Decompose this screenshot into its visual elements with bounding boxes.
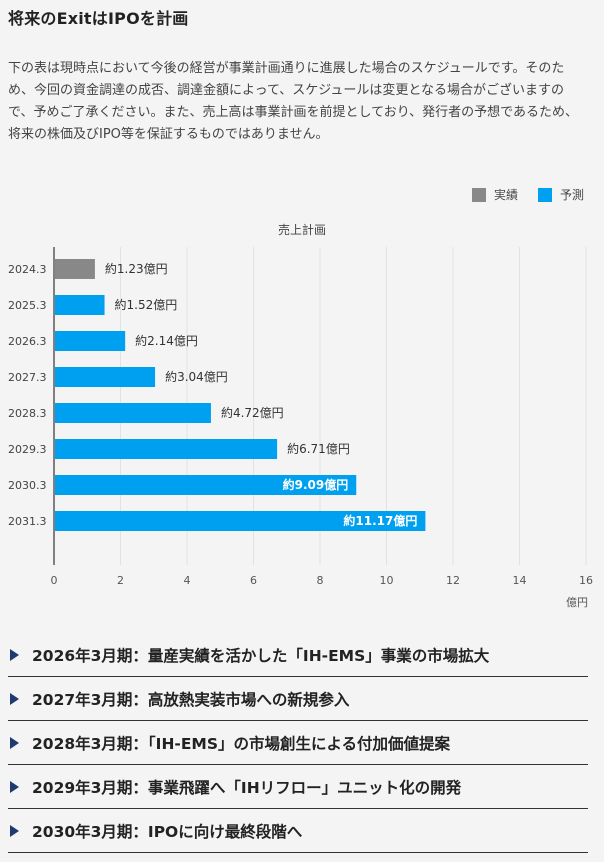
y-tick-label: 2031.3 bbox=[8, 515, 47, 528]
y-tick-label: 2028.3 bbox=[8, 407, 47, 420]
y-tick-label: 2025.3 bbox=[8, 299, 47, 312]
triangle-bullet-icon bbox=[10, 736, 19, 749]
triangle-bullet-icon bbox=[10, 780, 19, 793]
y-tick-label: 2030.3 bbox=[8, 479, 47, 492]
legend-swatch-actual bbox=[471, 187, 486, 202]
legend-label-forecast: 予測 bbox=[559, 188, 584, 202]
bar bbox=[55, 331, 126, 351]
milestone-2030[interactable]: 2030年3月期：IPOに向け最終段階へ bbox=[8, 809, 588, 853]
triangle-bullet-icon bbox=[10, 692, 19, 705]
x-tick-label: 6 bbox=[250, 574, 257, 587]
data-label: 約4.72億円 bbox=[221, 405, 284, 420]
x-tick-label: 0 bbox=[51, 574, 58, 587]
bar bbox=[55, 403, 211, 423]
bar bbox=[55, 439, 278, 459]
sales-plan-chart: 売上計画 0 2 4 6 8 10 12 14 16 億円 2024.3 約1.23億円 2025.3 約1… bbox=[8, 222, 593, 609]
x-tick-label: 12 bbox=[446, 574, 460, 587]
legend-swatch-forecast bbox=[537, 187, 552, 202]
bar bbox=[55, 475, 357, 495]
disclaimer-text: 下の表は現時点において今後の経営が事業計画通りに進展した場合のスケジュールです。… bbox=[8, 61, 579, 142]
milestone-2026[interactable]: 2026年3月期：量産実績を活かした「IH-EMS」事業の市場拡大 bbox=[8, 633, 588, 677]
y-tick-label: 2024.3 bbox=[8, 263, 47, 276]
chart-legend: 実績 予測 bbox=[452, 186, 584, 203]
x-tick-label: 10 bbox=[380, 574, 394, 587]
milestone-2027[interactable]: 2027年3月期：高放熱実装市場への新規参入 bbox=[8, 677, 588, 721]
milestone-2028[interactable]: 2028年3月期：「IH-EMS」の市場創生による付加価値提案 bbox=[8, 721, 588, 765]
data-label: 約1.23億円 bbox=[105, 261, 168, 276]
legend-item-forecast[interactable]: 予測 bbox=[537, 186, 584, 203]
y-tick-label: 2027.3 bbox=[8, 371, 47, 384]
legend-item-actual[interactable]: 実績 bbox=[471, 186, 518, 203]
bar bbox=[55, 259, 95, 279]
milestone-label: 2026年3月期：量産実績を活かした「IH-EMS」事業の市場拡大 bbox=[32, 646, 490, 665]
y-tick-label: 2026.3 bbox=[8, 335, 47, 348]
triangle-bullet-icon bbox=[10, 824, 19, 837]
data-label: 約2.14億円 bbox=[135, 333, 198, 348]
x-tick-label: 4 bbox=[184, 574, 191, 587]
milestone-label: 2030年3月期：IPOに向け最終段階へ bbox=[32, 822, 303, 841]
data-label: 約6.71億円 bbox=[287, 441, 350, 456]
data-label: 約9.09億円 bbox=[283, 477, 349, 492]
milestone-label: 2027年3月期：高放熱実装市場への新規参入 bbox=[32, 690, 350, 709]
data-label: 約3.04億円 bbox=[165, 369, 228, 384]
section-heading: 将来のExitはIPOを計画 bbox=[8, 9, 189, 28]
bar bbox=[55, 367, 156, 387]
x-tick-label: 8 bbox=[317, 574, 324, 587]
bar bbox=[55, 511, 426, 531]
triangle-bullet-icon bbox=[10, 648, 19, 661]
x-tick-label: 2 bbox=[117, 574, 124, 587]
x-tick-label: 14 bbox=[513, 574, 527, 587]
milestone-2029[interactable]: 2029年3月期：事業飛躍へ「IHリフロー」ユニット化の開発 bbox=[8, 765, 588, 809]
milestone-list: 2026年3月期：量産実績を活かした「IH-EMS」事業の市場拡大 2027年3… bbox=[8, 633, 588, 853]
milestone-label: 2029年3月期：事業飛躍へ「IHリフロー」ユニット化の開発 bbox=[32, 778, 462, 797]
data-label: 約11.17億円 bbox=[343, 513, 417, 528]
x-axis-unit: 億円 bbox=[566, 596, 588, 609]
bar bbox=[55, 295, 105, 315]
y-tick-label: 2029.3 bbox=[8, 443, 47, 456]
legend-label-actual: 実績 bbox=[493, 188, 518, 202]
milestone-label: 2028年3月期：「IH-EMS」の市場創生による付加価値提案 bbox=[32, 734, 451, 753]
chart-title: 売上計画 bbox=[278, 222, 326, 237]
data-label: 約1.52億円 bbox=[115, 297, 178, 312]
x-tick-label: 16 bbox=[579, 574, 593, 587]
